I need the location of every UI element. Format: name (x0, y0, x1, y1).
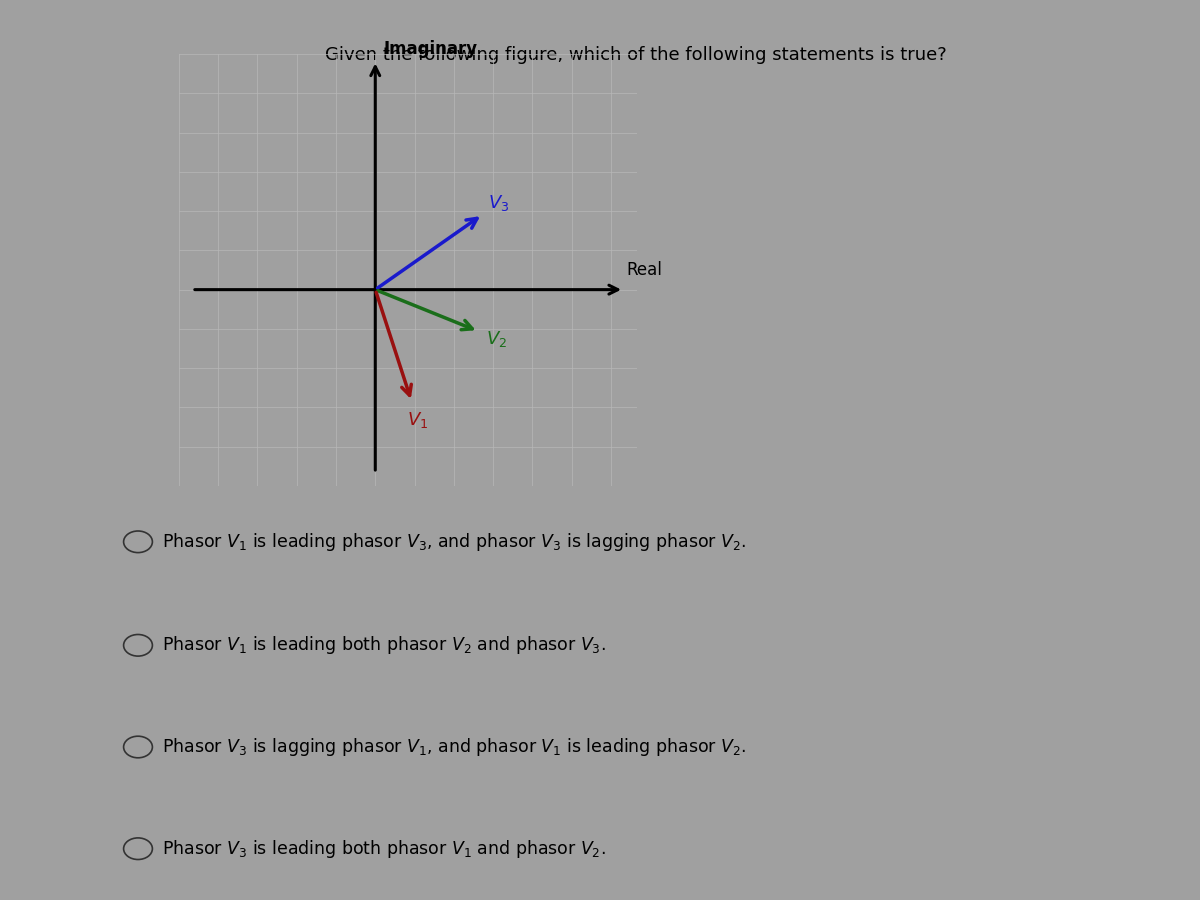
Text: Imaginary: Imaginary (383, 40, 478, 58)
Text: $V_3$: $V_3$ (488, 194, 509, 213)
Text: Given the following figure, which of the following statements is true?: Given the following figure, which of the… (325, 46, 947, 64)
Text: $V_1$: $V_1$ (407, 410, 428, 430)
Text: Phasor $V_3$ is lagging phasor $V_1$, and phasor $V_1$ is leading phasor $V_2$.: Phasor $V_3$ is lagging phasor $V_1$, an… (162, 736, 746, 758)
Text: Phasor $V_3$ is leading both phasor $V_1$ and phasor $V_2$.: Phasor $V_3$ is leading both phasor $V_1… (162, 838, 606, 860)
Text: $V_2$: $V_2$ (486, 328, 508, 348)
Text: Phasor $V_1$ is leading both phasor $V_2$ and phasor $V_3$.: Phasor $V_1$ is leading both phasor $V_2… (162, 634, 606, 656)
Text: Real: Real (626, 261, 662, 279)
Text: Phasor $V_1$ is leading phasor $V_3$, and phasor $V_3$ is lagging phasor $V_2$.: Phasor $V_1$ is leading phasor $V_3$, an… (162, 531, 746, 553)
